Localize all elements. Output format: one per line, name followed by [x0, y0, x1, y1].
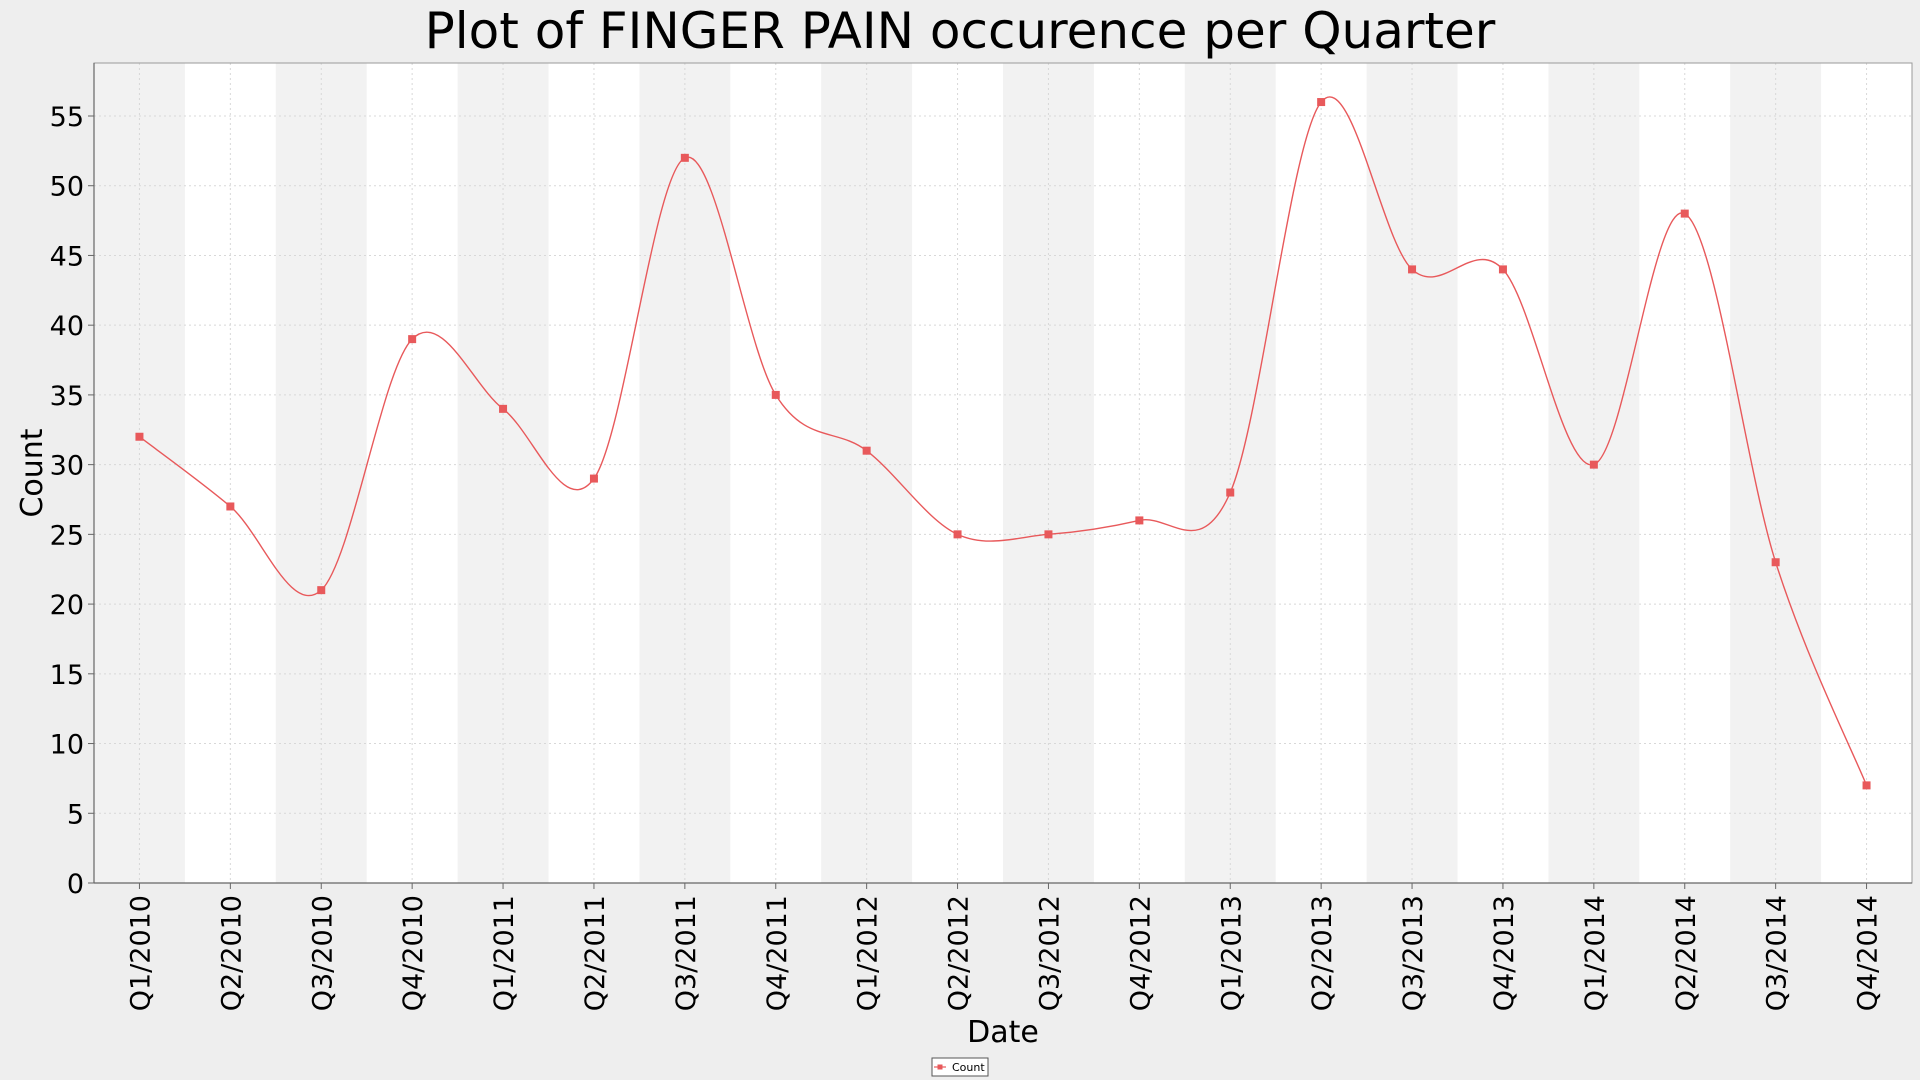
data-point: [862, 446, 871, 455]
gridlines: [94, 63, 1912, 884]
x-tick-label: Q1/2012: [853, 895, 884, 1011]
x-tick-label: Q2/2010: [216, 895, 247, 1011]
x-tick-label: Q1/2014: [1580, 895, 1611, 1011]
data-point: [1408, 265, 1417, 274]
data-point: [1862, 781, 1871, 790]
data-point: [1771, 558, 1780, 567]
legend-marker: [937, 1064, 943, 1070]
x-tick-label: Q3/2011: [671, 895, 702, 1011]
x-tick-label: Q3/2010: [307, 895, 338, 1011]
y-tick-label: 5: [67, 799, 84, 830]
data-point: [499, 404, 508, 413]
data-point: [771, 390, 780, 399]
axes: [88, 62, 1913, 889]
chart-title: Plot of FINGER PAIN occurence per Quarte…: [425, 2, 1496, 60]
data-point: [408, 335, 417, 344]
legend-box: [931, 1057, 989, 1077]
x-tick-label: Q3/2012: [1034, 895, 1065, 1011]
data-point: [589, 474, 598, 483]
data-point: [1498, 265, 1507, 274]
x-tick-label: Q4/2011: [762, 895, 793, 1011]
x-tick-label: Q1/2010: [125, 895, 156, 1011]
data-point: [953, 530, 962, 539]
y-tick-label: 0: [67, 869, 84, 900]
x-tick-label: Q1/2011: [489, 895, 520, 1011]
y-tick-label: 30: [50, 451, 84, 482]
y-tick-label: 15: [50, 660, 84, 691]
data-point: [1680, 209, 1689, 218]
x-tick-label: Q4/2013: [1489, 895, 1520, 1011]
data-point: [135, 432, 144, 441]
x-tick-label: Q4/2010: [398, 895, 429, 1011]
x-axis-label: Date: [967, 1015, 1039, 1050]
data-point: [1135, 516, 1144, 525]
x-tick-label: Q2/2011: [580, 895, 611, 1011]
y-tick-label: 20: [50, 590, 84, 621]
data-point: [317, 586, 326, 595]
data-point: [1226, 488, 1235, 497]
series: [135, 96, 1871, 790]
series-line: [139, 96, 1868, 786]
x-tick-label: Q2/2013: [1307, 895, 1338, 1011]
x-tick-label: Q1/2013: [1216, 895, 1247, 1011]
x-tick-labels: Q1/2010 Q2/2010 Q3/2010 Q4/2010 Q1/2011 Q2/20…: [125, 895, 1883, 1011]
x-tick-label: Q4/2012: [1125, 895, 1156, 1011]
x-tick-label: Q2/2014: [1671, 895, 1702, 1011]
y-tick-label: 55: [50, 102, 84, 133]
data-point: [680, 153, 689, 162]
legend: Count: [931, 1057, 989, 1077]
legend-label: Count: [952, 1061, 985, 1074]
y-tick-label: 40: [50, 311, 84, 342]
y-tick-label: 25: [50, 520, 84, 551]
data-point: [1044, 530, 1053, 539]
y-tick-label: 10: [50, 730, 84, 761]
y-axis-label: Count: [15, 428, 50, 517]
y-tick-label: 50: [50, 172, 84, 203]
y-tick-label: 35: [50, 381, 84, 412]
data-point: [226, 502, 235, 511]
y-tick-labels: 0 5 10 15 20 25 30 35 40 45 50 55: [50, 102, 84, 900]
x-tick-label: Q2/2012: [944, 895, 975, 1011]
data-point: [1317, 98, 1326, 107]
data-point: [1589, 460, 1598, 469]
x-tick-label: Q3/2013: [1398, 895, 1429, 1011]
x-tick-label: Q3/2014: [1762, 895, 1793, 1011]
y-tick-label: 45: [50, 241, 84, 272]
x-tick-label: Q4/2014: [1853, 895, 1884, 1011]
